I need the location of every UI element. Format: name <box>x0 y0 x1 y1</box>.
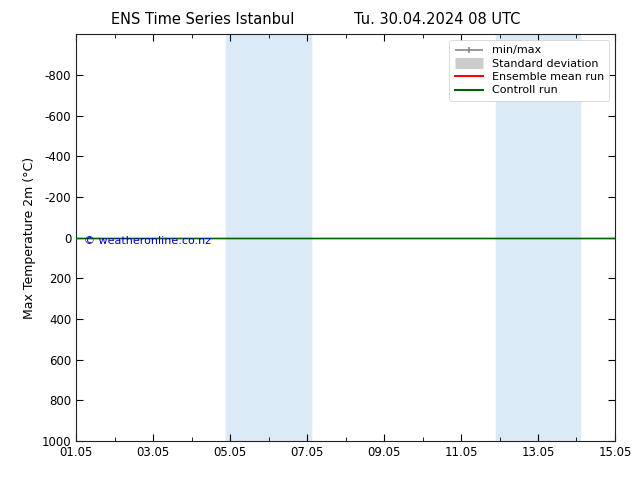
Bar <box>226 34 311 441</box>
Legend: min/max, Standard deviation, Ensemble mean run, Controll run: min/max, Standard deviation, Ensemble me… <box>450 40 609 101</box>
Y-axis label: Max Temperature 2m (°C): Max Temperature 2m (°C) <box>23 157 36 318</box>
Bar <box>496 34 580 441</box>
Text: © weatheronline.co.nz: © weatheronline.co.nz <box>84 237 211 246</box>
Text: ENS Time Series Istanbul: ENS Time Series Istanbul <box>111 12 295 27</box>
Text: Tu. 30.04.2024 08 UTC: Tu. 30.04.2024 08 UTC <box>354 12 521 27</box>
